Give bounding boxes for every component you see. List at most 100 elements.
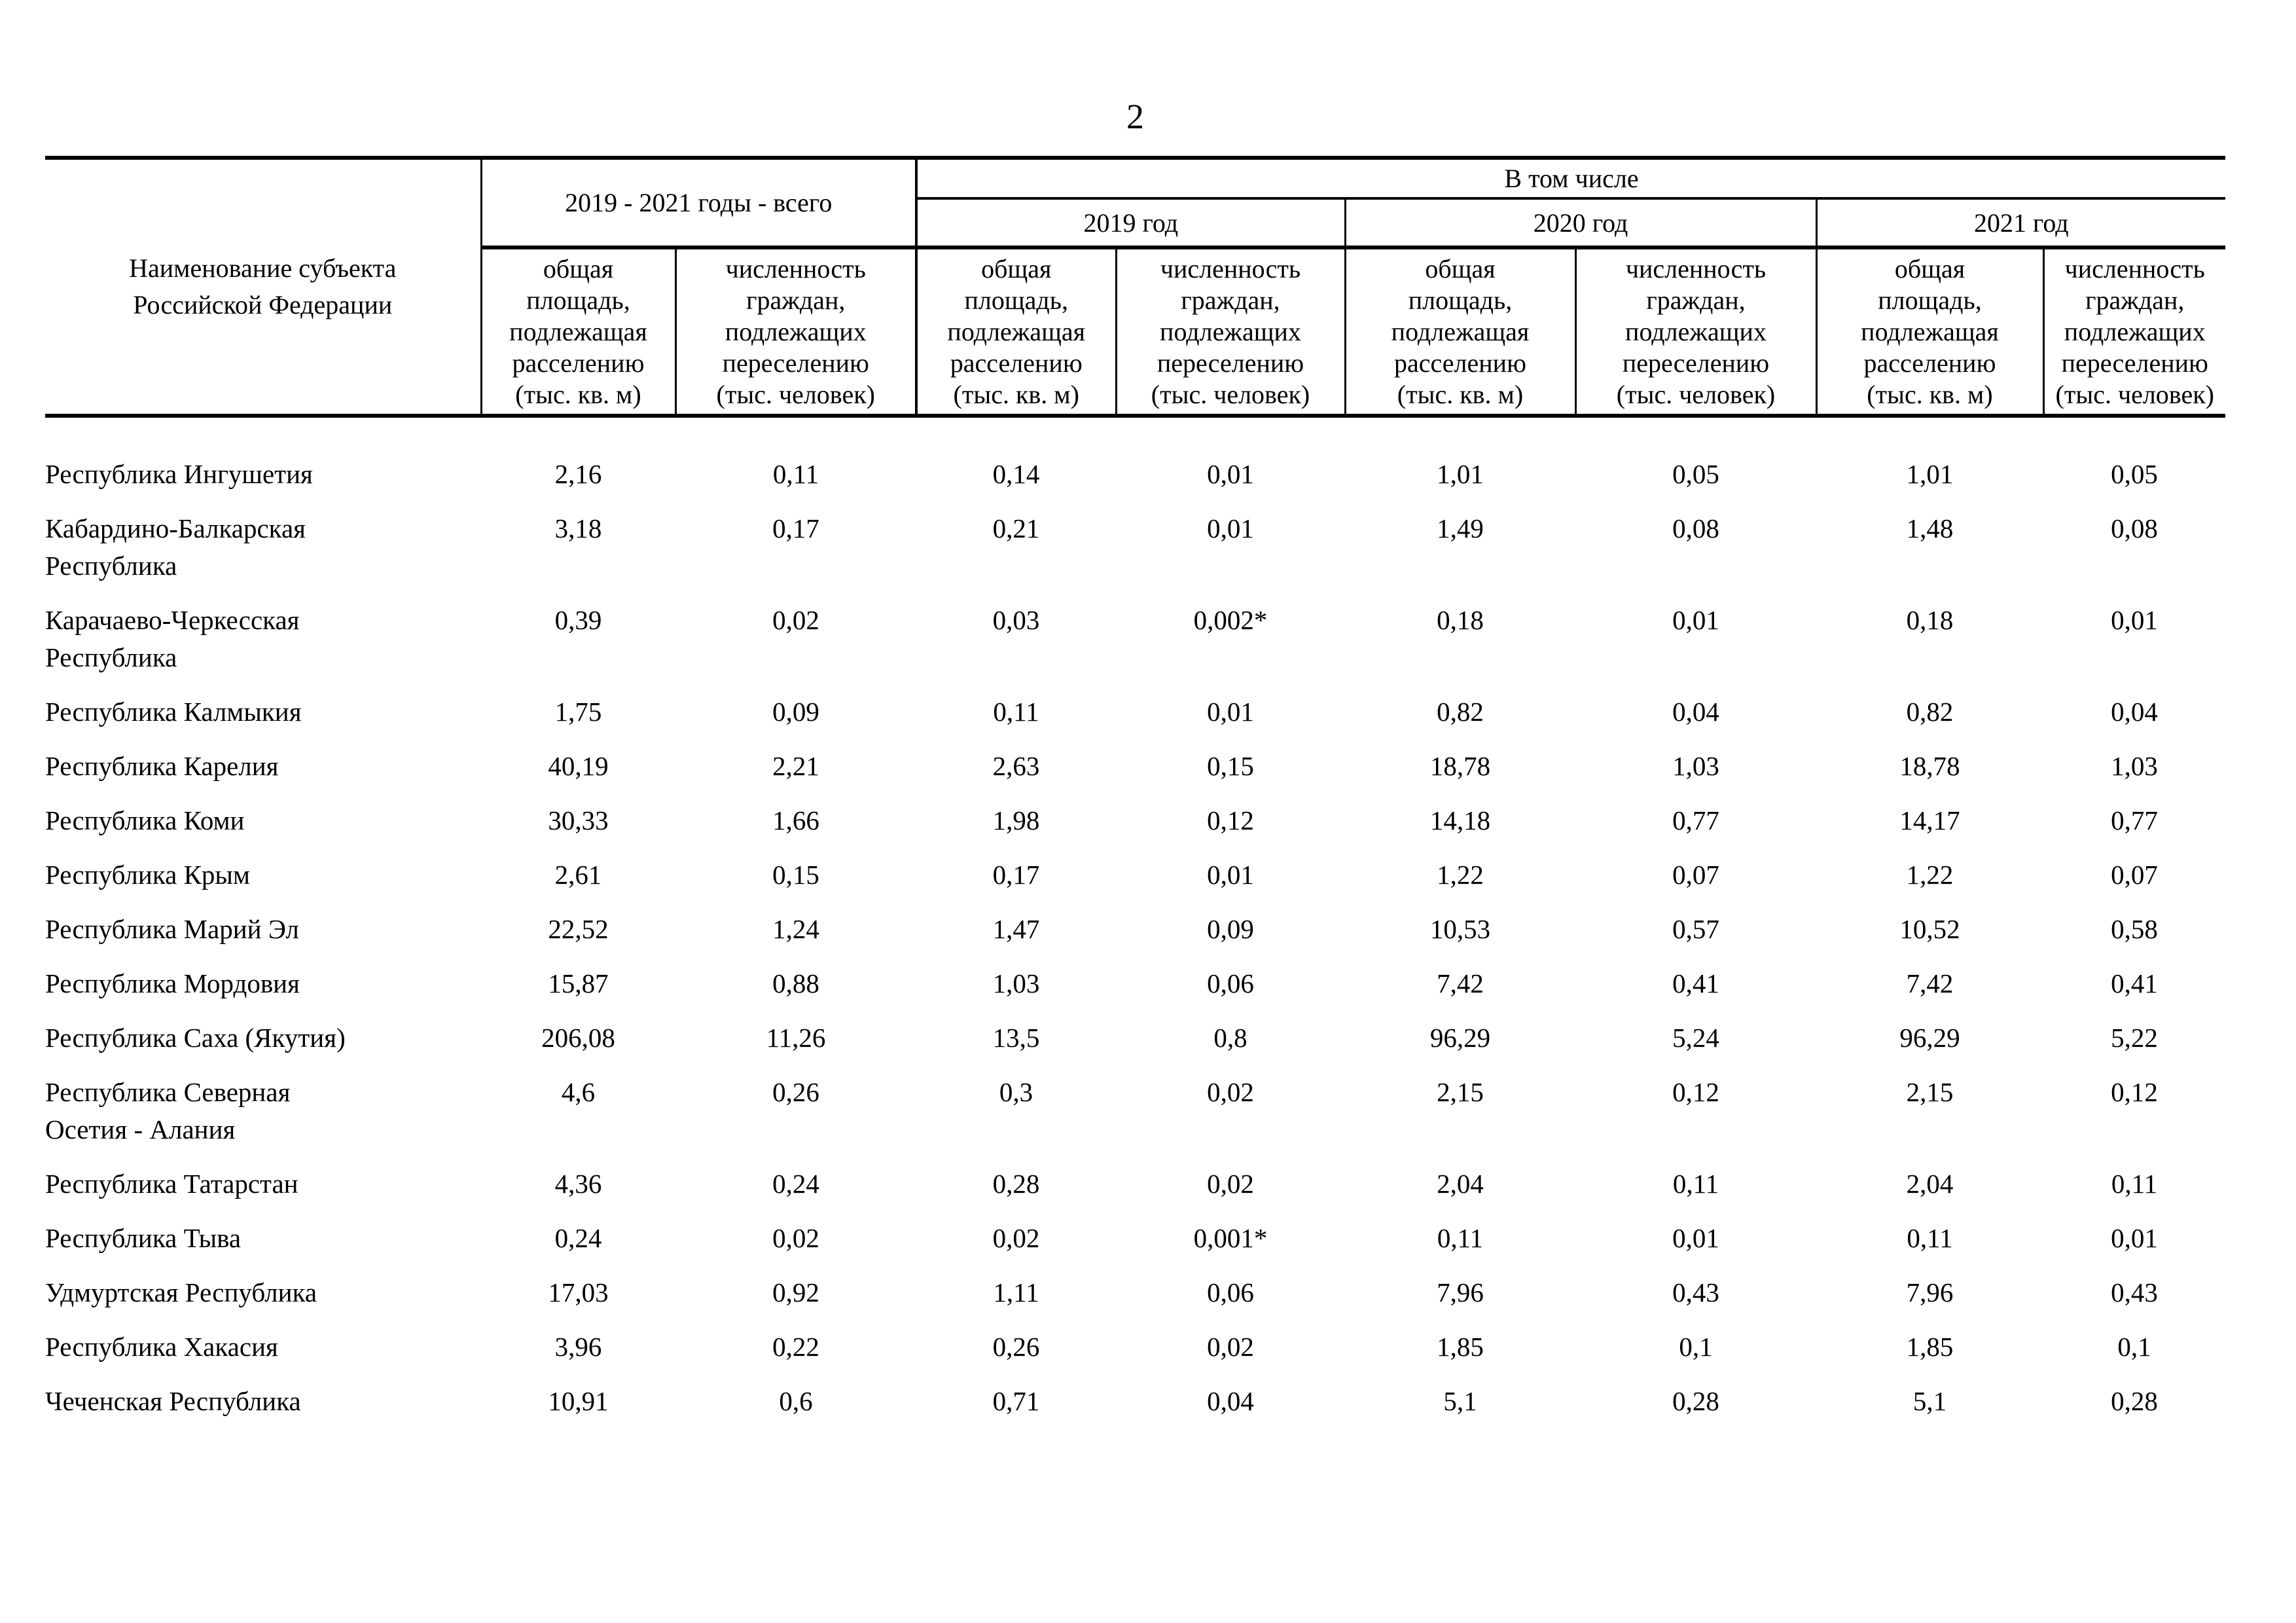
value-cell: 0,11 <box>2111 1169 2158 1199</box>
table-row: Карачаево-Черкесская Республика 0,39 0,02 0… <box>45 585 2225 676</box>
value-cell: 0,03 <box>992 605 1040 635</box>
value-cell: 0,01 <box>1207 459 1254 489</box>
value-cell: 206,08 <box>541 1023 615 1053</box>
region-name-cell: Республика Северная Осетия - Алания <box>45 1077 291 1144</box>
value-cell: 1,01 <box>1906 459 1954 489</box>
table-row: Республика Крым 2,61 0,15 0,17 0,01 1,22 0,07 1… <box>45 839 2225 894</box>
value-cell: 0,28 <box>1672 1386 1719 1416</box>
header-citizens-2021: численность граждан, подлежащих переселе… <box>2043 247 2225 418</box>
table-row: Республика Татарстан 4,36 0,24 0,28 0,02 2,04… <box>45 1148 2225 1203</box>
value-cell: 0,08 <box>1672 513 1719 543</box>
table-row: Республика Коми 30,33 1,66 1,98 0,12 14,18 0,7… <box>45 785 2225 839</box>
value-cell: 0,11 <box>1907 1223 1953 1253</box>
value-cell: 0,43 <box>1672 1277 1719 1307</box>
value-cell: 0,21 <box>992 513 1040 543</box>
table-row: Республика Хакасия 3,96 0,22 0,26 0,02 1,85 0,… <box>45 1311 2225 1366</box>
table-row: Республика Ингушетия 2,16 0,11 0,14 0,01 1,01… <box>45 416 2225 493</box>
value-cell: 0,02 <box>992 1223 1040 1253</box>
value-cell: 0,09 <box>1207 914 1254 944</box>
region-name-cell: Удмуртская Республика <box>45 1277 317 1307</box>
table-row: Удмуртская Республика 17,03 0,92 1,11 0,06 7,… <box>45 1257 2225 1311</box>
value-cell: 0,28 <box>992 1169 1040 1199</box>
value-cell: 30,33 <box>548 805 609 835</box>
value-cell: 1,03 <box>2111 751 2158 781</box>
value-cell: 0,88 <box>772 968 819 998</box>
value-cell: 10,91 <box>548 1386 609 1416</box>
value-cell: 3,96 <box>554 1332 602 1362</box>
region-name-cell: Республика Саха (Якутия) <box>45 1023 346 1053</box>
value-cell: 0,22 <box>772 1332 819 1362</box>
value-cell: 0,02 <box>772 1223 819 1253</box>
value-cell: 0,11 <box>1437 1223 1484 1253</box>
value-cell: 0,41 <box>1672 968 1719 998</box>
header-year-2019: 2019 год <box>916 198 1346 249</box>
value-cell: 1,66 <box>772 805 819 835</box>
value-cell: 7,96 <box>1906 1277 1954 1307</box>
value-cell: 0,8 <box>1213 1023 1247 1053</box>
value-cell: 0,11 <box>993 697 1039 727</box>
region-name-cell: Карачаево-Черкесская Республика <box>45 605 300 672</box>
header-citizens-2019: численность граждан, подлежащих переселе… <box>1116 247 1346 418</box>
value-cell: 1,85 <box>1437 1332 1484 1362</box>
region-name-cell: Республика Мордовия <box>45 968 300 998</box>
value-cell: 2,21 <box>772 751 819 781</box>
value-cell: 0,01 <box>1672 605 1719 635</box>
value-cell: 0,01 <box>1207 860 1254 890</box>
header-citizens-total: численность граждан, подлежащих переселе… <box>675 247 918 418</box>
value-cell: 1,85 <box>1906 1332 1954 1362</box>
value-cell: 7,42 <box>1906 968 1954 998</box>
value-cell: 0,02 <box>1207 1077 1254 1107</box>
value-cell: 2,15 <box>1437 1077 1484 1107</box>
value-cell: 0,71 <box>992 1386 1040 1416</box>
value-cell: 22,52 <box>548 914 609 944</box>
value-cell: 5,22 <box>2111 1023 2158 1053</box>
value-cell: 18,78 <box>1899 751 1960 781</box>
value-cell: 0,6 <box>779 1386 813 1416</box>
table-row: Республика Тыва 0,24 0,02 0,02 0,001* 0,11 0,0… <box>45 1203 2225 1257</box>
value-cell: 0,17 <box>992 860 1040 890</box>
value-cell: 0,04 <box>1672 697 1719 727</box>
table-row: Чеченская Республика 10,91 0,6 0,71 0,04 5,1 0… <box>45 1366 2225 1420</box>
value-cell: 14,18 <box>1429 805 1491 835</box>
table-body: Республика Ингушетия 2,16 0,11 0,14 0,01 1,01… <box>45 416 2225 1420</box>
value-cell: 1,22 <box>1437 860 1484 890</box>
value-cell: 0,08 <box>2111 513 2158 543</box>
value-cell: 7,96 <box>1437 1277 1484 1307</box>
value-cell: 0,01 <box>1207 697 1254 727</box>
value-cell: 0,57 <box>1672 914 1719 944</box>
value-cell: 1,22 <box>1906 860 1954 890</box>
region-name-cell: Кабардино-Балкарская Республика <box>45 513 306 581</box>
value-cell: 0,02 <box>1207 1169 1254 1199</box>
region-name-cell: Республика Калмыкия <box>45 697 302 727</box>
value-cell: 2,15 <box>1906 1077 1954 1107</box>
value-cell: 0,1 <box>1679 1332 1713 1362</box>
value-cell: 2,61 <box>554 860 602 890</box>
region-name-cell: Республика Хакасия <box>45 1332 278 1362</box>
value-cell: 0,28 <box>2111 1386 2158 1416</box>
value-cell: 1,03 <box>992 968 1040 998</box>
value-cell: 10,52 <box>1899 914 1960 944</box>
header-subject: Наименование субъекта Российской Федерац… <box>45 156 482 418</box>
value-cell: 0,11 <box>772 459 819 489</box>
value-cell: 1,49 <box>1437 513 1484 543</box>
value-cell: 0,001* <box>1193 1223 1268 1253</box>
value-cell: 0,12 <box>1672 1077 1719 1107</box>
value-cell: 17,03 <box>548 1277 609 1307</box>
value-cell: 0,02 <box>1207 1332 1254 1362</box>
value-cell: 15,87 <box>548 968 609 998</box>
value-cell: 0,06 <box>1207 968 1254 998</box>
value-cell: 0,24 <box>772 1169 819 1199</box>
header-area-2019: общая площадь, подлежащая расселению (ты… <box>916 247 1117 418</box>
value-cell: 5,1 <box>1443 1386 1477 1416</box>
header-year-2021: 2021 год <box>1816 198 2225 249</box>
value-cell: 0,01 <box>2111 1223 2158 1253</box>
header-row-years: 2019 год 2020 год 2021 год <box>45 198 2225 249</box>
header-area-2020: общая площадь, подлежащая расселению (ты… <box>1345 247 1577 418</box>
resettlement-table: Наименование субъекта Российской Федерац… <box>45 156 2225 1420</box>
value-cell: 0,43 <box>2111 1277 2158 1307</box>
value-cell: 5,1 <box>1912 1386 1947 1416</box>
region-name-cell: Республика Марий Эл <box>45 914 299 944</box>
value-cell: 0,58 <box>2111 914 2158 944</box>
table-row: Кабардино-Балкарская Республика 3,18 0,17 0… <box>45 493 2225 585</box>
value-cell: 0,07 <box>2111 860 2158 890</box>
